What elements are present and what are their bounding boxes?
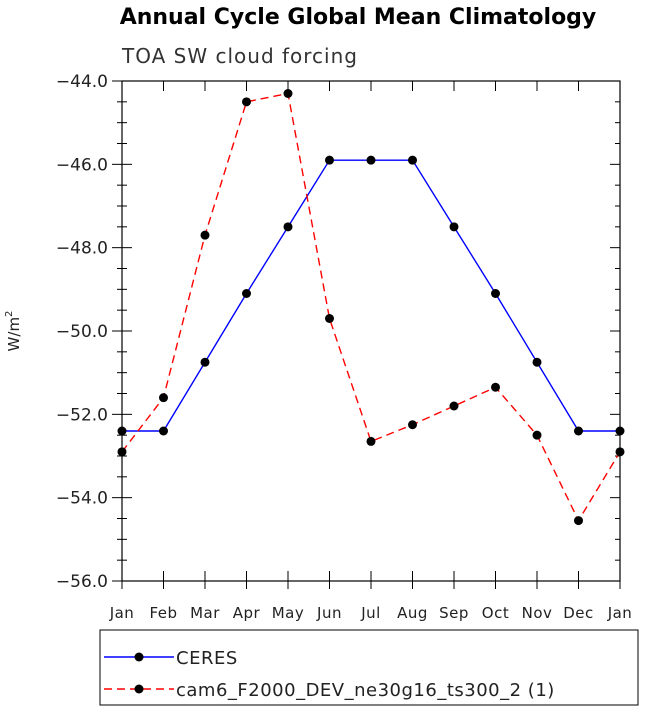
y-tick-label: −46.0 (56, 155, 108, 175)
x-tick-label: Jan (607, 604, 633, 622)
x-tick-label: Apr (233, 604, 261, 622)
data-point-series-2 (325, 314, 334, 323)
legend-marker-2 (134, 684, 144, 694)
data-point-series-1 (159, 426, 168, 436)
y-tick-label: −54.0 (56, 489, 108, 509)
data-point-series-2 (408, 420, 417, 430)
series-line-1 (122, 159, 620, 432)
legend: CERES cam6_F2000_DEV_ne30g16_ts300_2 (1) (104, 648, 555, 701)
x-axis-ticks: Jan Feb Mar Apr May Jun Jul Aug Sep Oct Nov Dec Jan (109, 81, 633, 622)
data-point-series-2 (200, 230, 210, 240)
legend-box (99, 629, 639, 706)
x-tick-label: Dec (563, 604, 594, 622)
x-tick-label: Oct (482, 604, 509, 622)
legend-marker-1 (134, 652, 144, 662)
legend-label-2: cam6_F2000_DEV_ne30g16_ts300_2 (1) (176, 680, 555, 701)
data-point-series-2 (283, 89, 293, 98)
x-tick-label: Jan (109, 604, 135, 622)
x-tick-label: Aug (397, 604, 428, 622)
data-point-series-2 (574, 516, 583, 526)
data-point-series-1 (574, 426, 583, 436)
y-tick-label: −56.0 (56, 572, 108, 592)
x-tick-label: Feb (149, 604, 177, 622)
y-axis-label-base: W/m (5, 317, 23, 352)
chart-subtitle: TOA SW cloud forcing (121, 44, 358, 68)
y-axis-ticks: −44.0 −46.0 −48.0 −50.0 −52.0 −54.0 −56.0 (56, 72, 620, 592)
data-point-series-2 (159, 393, 168, 403)
data-point-series-1 (532, 357, 542, 367)
data-point-series-1 (449, 222, 459, 232)
legend-label-1: CERES (176, 648, 238, 669)
data-point-series-2 (532, 430, 542, 440)
data-point-series-1 (491, 289, 500, 298)
y-tick-label: −50.0 (56, 322, 108, 342)
x-tick-label: Sep (439, 604, 469, 622)
data-point-series-2 (491, 382, 500, 392)
data-point-series-1 (325, 155, 334, 165)
data-point-series-1 (366, 155, 376, 165)
data-point-series-2 (366, 436, 376, 446)
data-point-series-1 (283, 222, 293, 232)
x-tick-label: Jul (360, 604, 381, 622)
series-lines (117, 89, 625, 526)
plot-frame (121, 80, 621, 582)
data-point-series-1 (242, 289, 251, 298)
y-axis-label-superscript: 2 (4, 311, 15, 317)
y-tick-label: −44.0 (56, 72, 108, 92)
x-tick-label: Jun (316, 604, 342, 622)
y-tick-label: −48.0 (56, 239, 108, 259)
data-point-series-2 (242, 97, 251, 107)
x-tick-label: May (272, 604, 305, 622)
data-point-series-2 (449, 401, 459, 411)
x-tick-label: Mar (190, 604, 220, 622)
data-point-series-1 (200, 357, 210, 367)
data-point-series-1 (408, 155, 417, 165)
y-axis-label: W/m2 (4, 311, 23, 352)
x-tick-label: Nov (522, 604, 553, 622)
y-tick-label: −52.0 (56, 405, 108, 425)
chart-title: Annual Cycle Global Mean Climatology (120, 5, 597, 30)
